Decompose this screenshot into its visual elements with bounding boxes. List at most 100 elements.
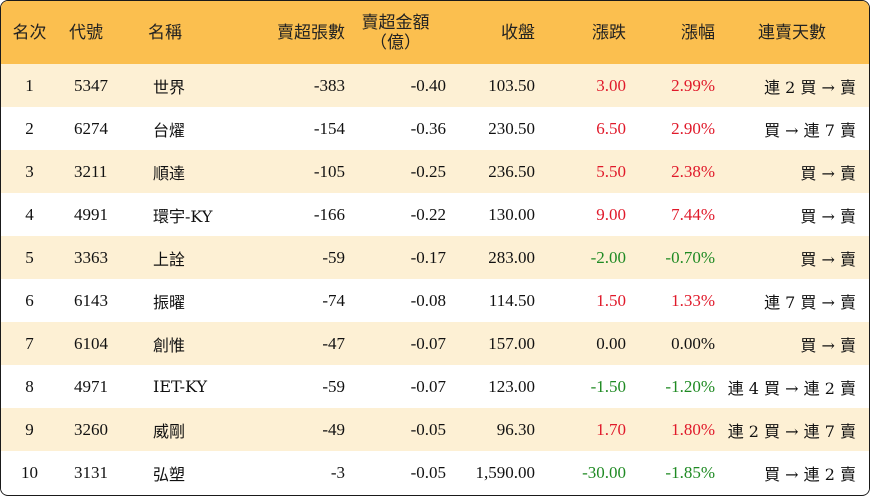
cell-rank: 5 <box>25 247 34 267</box>
cell-name: 世界 <box>153 77 186 97</box>
cell-change: -1.50 <box>590 376 626 396</box>
cell-sell-volume: -105 <box>313 161 345 181</box>
cell-rank: 6 <box>25 290 34 310</box>
table-row: 7 6104 創惟 -47 -0.07 157.00 0.00 0.00% 買 → 賣 <box>1 322 869 365</box>
cell-name: 創惟 <box>153 335 186 355</box>
cell-streak: 連 7 買 → 賣 <box>764 292 856 312</box>
cell-rank: 3 <box>25 161 34 181</box>
cell-rank: 10 <box>21 462 38 482</box>
cell-change: 6.50 <box>596 118 626 138</box>
table-row: 1 5347 世界 -383 -0.40 103.50 3.00 2.99% 連 2 買 → 賣 <box>1 64 869 107</box>
cell-sell-volume: -383 <box>313 75 345 95</box>
cell-code: 4971 <box>74 376 108 396</box>
table-row: 5 3363 上詮 -59 -0.17 283.00 -2.00 -0.70% 買 → 賣 <box>1 236 869 279</box>
cell-sell-amount: -0.40 <box>410 75 446 95</box>
cell-sell-volume: -49 <box>322 419 345 439</box>
cell-change-pct: -1.20% <box>665 376 715 396</box>
cell-rank: 9 <box>25 419 34 439</box>
header-close: 收盤 <box>501 22 535 43</box>
cell-streak: 連 4 買 → 連 2 賣 <box>727 378 856 398</box>
cell-sell-amount: -0.07 <box>410 333 446 353</box>
cell-code: 6104 <box>74 333 108 353</box>
cell-name: 環宇-KY <box>153 206 213 226</box>
cell-rank: 2 <box>25 118 34 138</box>
table-body: 1 5347 世界 -383 -0.40 103.50 3.00 2.99% 連 2 買 → 賣… <box>1 64 869 494</box>
cell-sell-volume: -3 <box>330 462 345 482</box>
cell-streak: 買 → 連 7 賣 <box>764 120 856 140</box>
header-sell-amount-line1: 賣超金額 <box>361 12 430 33</box>
cell-sell-volume: -47 <box>322 333 345 353</box>
cell-name: 威剛 <box>153 421 186 441</box>
cell-close: 230.50 <box>488 118 535 138</box>
table-row: 3 3211 順達 -105 -0.25 236.50 5.50 2.38% 買 → 賣 <box>1 150 869 193</box>
cell-code: 3363 <box>74 247 108 267</box>
cell-sell-amount: -0.25 <box>410 161 446 181</box>
cell-streak: 買 → 連 2 賣 <box>764 464 856 484</box>
cell-change-pct: -1.85% <box>665 462 715 482</box>
header-sell-amount: 賣超金額 （億） <box>345 1 446 64</box>
cell-change: 1.70 <box>596 419 626 439</box>
cell-sell-amount: -0.22 <box>410 204 446 224</box>
cell-change-pct: 1.80% <box>671 419 715 439</box>
header-change: 漲跌 <box>592 22 626 43</box>
table-header: 名次 代號 名稱 賣超張數 賣超金額 （億） 收盤 漲跌 漲幅 連賣天數 <box>1 1 869 64</box>
cell-sell-volume: -154 <box>313 118 345 138</box>
cell-change-pct: 7.44% <box>671 204 715 224</box>
cell-name: 弘塑 <box>153 464 186 484</box>
cell-change: 1.50 <box>596 290 626 310</box>
cell-change-pct: 1.33% <box>671 290 715 310</box>
header-rank: 名次 <box>12 22 47 43</box>
table-row: 2 6274 台燿 -154 -0.36 230.50 6.50 2.90% 買 → 連 7 賣 <box>1 107 869 150</box>
cell-sell-amount: -0.07 <box>410 376 446 396</box>
cell-close: 123.00 <box>488 376 535 396</box>
cell-name: 順達 <box>153 163 186 183</box>
cell-close: 283.00 <box>488 247 535 267</box>
cell-code: 3260 <box>74 419 108 439</box>
cell-close: 1,590.00 <box>475 462 536 482</box>
cell-code: 4991 <box>74 204 108 224</box>
cell-sell-amount: -0.17 <box>410 247 446 267</box>
cell-change-pct: -0.70% <box>665 247 715 267</box>
cell-code: 3131 <box>74 462 108 482</box>
cell-sell-volume: -59 <box>322 247 345 267</box>
cell-rank: 1 <box>25 75 34 95</box>
cell-change: 3.00 <box>596 75 626 95</box>
cell-sell-volume: -59 <box>322 376 345 396</box>
header-sell-volume: 賣超張數 <box>277 22 345 43</box>
header-streak: 連賣天數 <box>758 22 826 43</box>
table-row: 6 6143 振曜 -74 -0.08 114.50 1.50 1.33% 連 7 買 → 賣 <box>1 279 869 322</box>
cell-streak: 連 2 買 → 賣 <box>764 77 856 97</box>
header-code: 代號 <box>69 22 103 43</box>
cell-name: IET-KY <box>153 377 208 396</box>
cell-sell-amount: -0.05 <box>410 462 446 482</box>
cell-streak: 買 → 賣 <box>800 249 856 269</box>
cell-close: 103.50 <box>488 75 535 95</box>
cell-close: 130.00 <box>488 204 535 224</box>
cell-streak: 連 2 買 → 連 7 賣 <box>727 421 856 441</box>
cell-change-pct: 2.38% <box>671 161 715 181</box>
table-row: 10 3131 弘塑 -3 -0.05 1,590.00 -30.00 -1.85% 買 → 連… <box>1 451 869 494</box>
cell-rank: 8 <box>25 376 34 396</box>
cell-code: 6274 <box>74 118 108 138</box>
cell-streak: 買 → 賣 <box>800 335 856 355</box>
header-row: 名次 代號 名稱 賣超張數 賣超金額 （億） 收盤 漲跌 漲幅 連賣天數 <box>1 1 869 64</box>
table-row: 8 4971 IET-KY -59 -0.07 123.00 -1.50 -1.20% 連 4 … <box>1 365 869 408</box>
header-sell-amount-unit: （億） <box>370 32 421 53</box>
cell-sell-amount: -0.08 <box>410 290 446 310</box>
cell-name: 振曜 <box>153 292 186 312</box>
cell-code: 3211 <box>74 161 108 181</box>
cell-change: -2.00 <box>590 247 626 267</box>
cell-change-pct: 0.00% <box>671 333 715 353</box>
table-row: 4 4991 環宇-KY -166 -0.22 130.00 9.00 7.44% 買 → 賣 <box>1 193 869 236</box>
cell-code: 6143 <box>74 290 108 310</box>
cell-name: 台燿 <box>153 120 186 140</box>
cell-streak: 買 → 賣 <box>800 163 856 183</box>
cell-close: 96.30 <box>496 419 535 439</box>
table-row: 9 3260 威剛 -49 -0.05 96.30 1.70 1.80% 連 2 買 → 連 7… <box>1 408 869 451</box>
cell-change: 5.50 <box>596 161 626 181</box>
cell-streak: 買 → 賣 <box>800 206 856 226</box>
cell-sell-amount: -0.05 <box>410 419 446 439</box>
cell-name: 上詮 <box>153 249 186 269</box>
